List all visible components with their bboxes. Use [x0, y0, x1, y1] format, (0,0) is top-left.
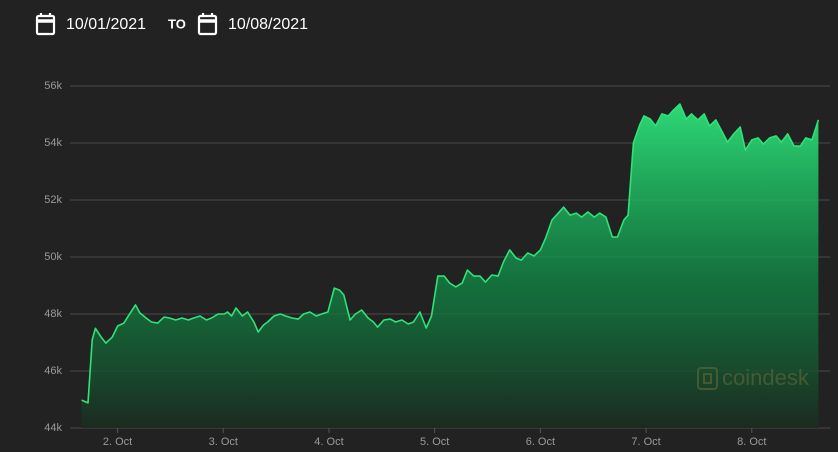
calendar-icon[interactable] — [197, 13, 218, 36]
y-tick-label: 56k — [44, 80, 62, 92]
x-tick-label: 5. Oct — [420, 436, 449, 448]
x-tick-label: 2. Oct — [103, 436, 132, 448]
x-tick-label: 7. Oct — [631, 436, 660, 448]
start-date[interactable]: 10/01/2021 — [66, 16, 146, 33]
y-tick-label: 46k — [44, 365, 62, 377]
x-tick-label: 8. Oct — [737, 436, 766, 448]
separator: TO — [168, 16, 186, 31]
plot-area — [81, 103, 820, 428]
y-tick-label: 52k — [44, 194, 62, 206]
x-tick-label: 6. Oct — [526, 436, 555, 448]
y-tick-label: 50k — [44, 251, 62, 263]
area — [81, 104, 819, 428]
x-tick-label: 3. Oct — [209, 436, 238, 448]
end-date[interactable]: 10/08/2021 — [228, 16, 308, 33]
y-tick-label: 48k — [44, 308, 62, 320]
watermark: coindesk — [697, 365, 810, 390]
calendar-icon[interactable] — [35, 13, 56, 36]
line — [81, 103, 820, 404]
y-tick-label: 44k — [44, 422, 62, 434]
y-tick-label: 54k — [44, 137, 62, 149]
watermark-text: coindesk — [722, 365, 810, 390]
date-range: 10/01/2021 TO 10/08/2021 — [35, 13, 308, 36]
x-tick-label: 4. Oct — [314, 436, 343, 448]
axes: 44k 46k 48k 50k 52k 54k 56k 2. Oct 3. Oct 4. Oct 5… — [44, 80, 766, 448]
